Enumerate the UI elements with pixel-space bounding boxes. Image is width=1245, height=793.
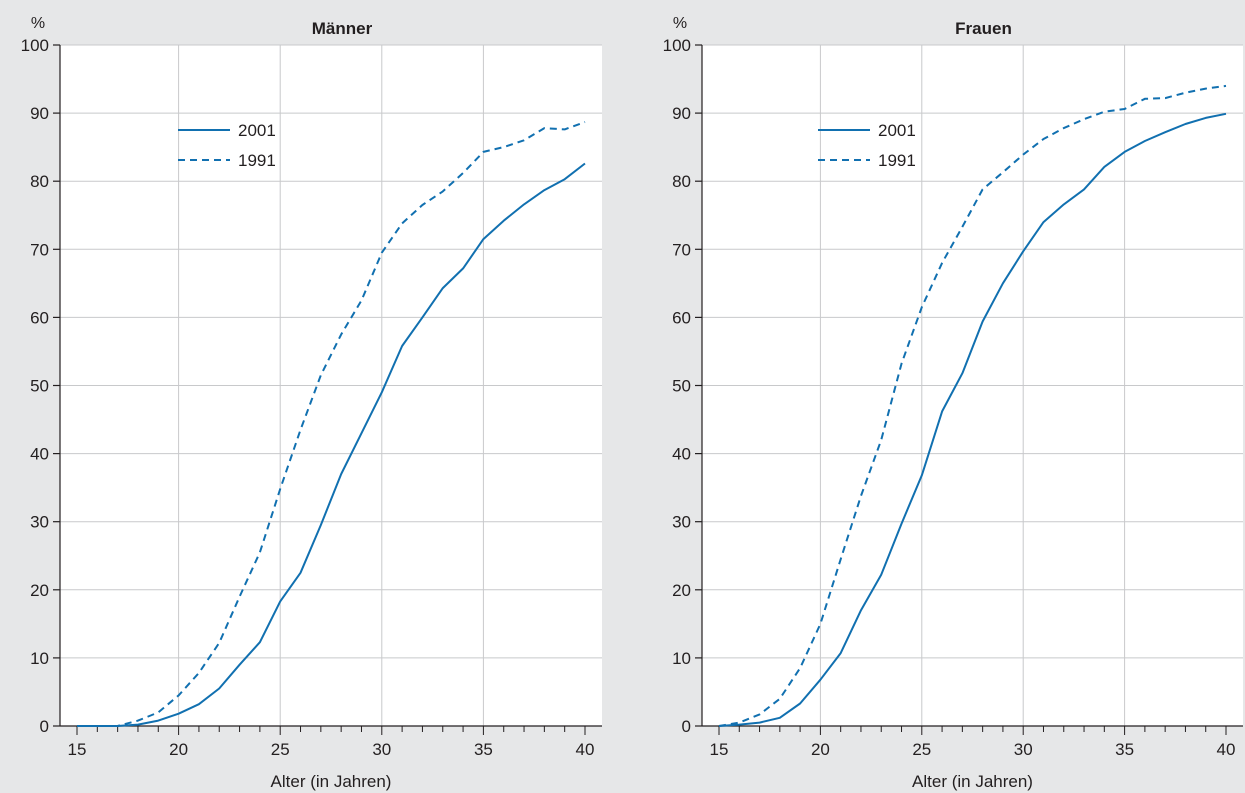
x-tick-label: 30: [372, 740, 391, 759]
y-tick-label: 100: [21, 36, 49, 55]
series-line-2001: [718, 112, 1227, 727]
y-tick-label: 60: [672, 308, 691, 327]
x-tick-label: 15: [68, 740, 87, 759]
y-tick-label: 90: [672, 104, 691, 123]
x-tick-label: 40: [576, 740, 595, 759]
y-tick-label: 80: [672, 172, 691, 191]
y-tick-label: 30: [30, 513, 49, 532]
y-tick-label: 20: [30, 581, 49, 600]
y-tick-label: 50: [672, 377, 691, 396]
x-tick-label: 35: [474, 740, 493, 759]
y-tick-label: 10: [672, 649, 691, 668]
y-tick-label: 90: [30, 104, 49, 123]
x-axis-label: Alter (in Jahren): [912, 772, 1033, 791]
y-axis-unit: %: [673, 15, 687, 32]
legend-label-1991: 1991: [238, 151, 276, 170]
y-tick-label: 50: [30, 377, 49, 396]
chart-panel-1: 0 10 20 30 40 50 60 70 80 90 100 15 20 25 30 35 40% Alter…: [663, 15, 1243, 791]
series-line-1991: [77, 121, 586, 727]
chart-panel-0: 0 10 20 30 40 50 60 70 80 90 100 15 20 25 30 35 40% Alter…: [21, 15, 602, 791]
y-tick-label: 30: [672, 513, 691, 532]
x-axis-label: Alter (in Jahren): [271, 772, 392, 791]
x-tick-label: 20: [811, 740, 830, 759]
x-tick-label: 25: [912, 740, 931, 759]
series-line-2001: [77, 162, 586, 727]
y-tick-label: 70: [672, 240, 691, 259]
y-tick-label: 60: [30, 308, 49, 327]
chart-title: Frauen: [955, 19, 1012, 38]
chart-title: Männer: [312, 19, 373, 38]
legend-label-1991: 1991: [878, 151, 916, 170]
y-tick-label: 10: [30, 649, 49, 668]
y-tick-label: 20: [672, 581, 691, 600]
x-tick-label: 40: [1217, 740, 1236, 759]
y-axis-unit: %: [31, 15, 45, 32]
y-tick-label: 40: [30, 445, 49, 464]
x-tick-label: 20: [169, 740, 188, 759]
y-tick-label: 100: [663, 36, 691, 55]
x-tick-label: 25: [271, 740, 290, 759]
y-tick-label: 70: [30, 240, 49, 259]
x-tick-label: 30: [1014, 740, 1033, 759]
series-line-1991: [718, 84, 1227, 727]
y-tick-label: 80: [30, 172, 49, 191]
y-tick-label: 40: [672, 445, 691, 464]
x-tick-label: 15: [710, 740, 729, 759]
y-tick-label: 0: [40, 717, 49, 736]
x-tick-label: 35: [1115, 740, 1134, 759]
legend-label-2001: 2001: [878, 121, 916, 140]
legend-label-2001: 2001: [238, 121, 276, 140]
y-tick-label: 0: [682, 717, 691, 736]
